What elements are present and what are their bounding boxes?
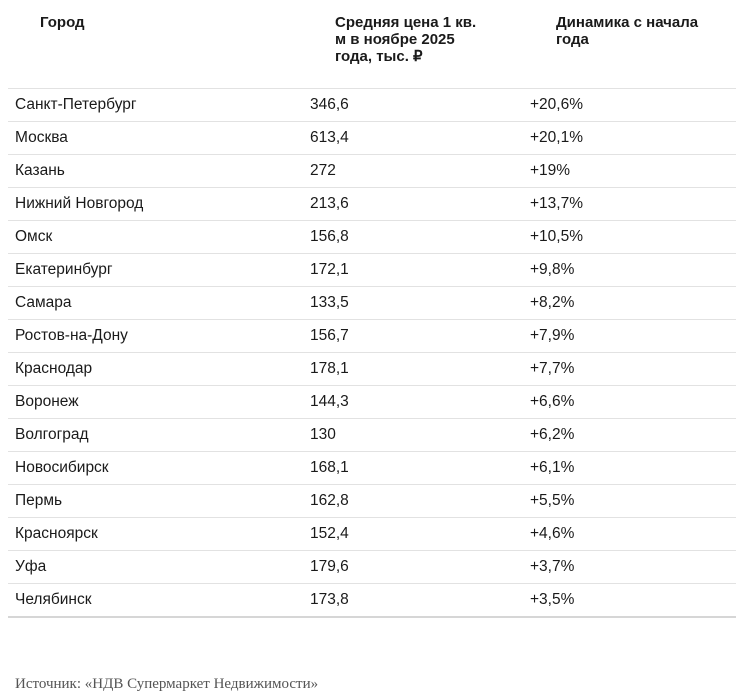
table-cell: Санкт-Петербург bbox=[15, 96, 137, 113]
table-cell: Челябинск bbox=[15, 591, 92, 608]
table-cell: 168,1 bbox=[310, 459, 349, 476]
table-cell: +13,7% bbox=[530, 195, 584, 212]
table-row: Санкт-Петербург 346,6 +20,6% bbox=[8, 89, 736, 122]
table-cell: +6,6% bbox=[530, 393, 575, 410]
table-cell: +7,9% bbox=[530, 327, 575, 344]
table-cell: +4,6% bbox=[530, 525, 575, 542]
table-row: Новосибирск 168,1 +6,1% bbox=[8, 452, 736, 485]
table-cell: 172,1 bbox=[310, 261, 349, 278]
table-cell: Казань bbox=[15, 162, 65, 179]
table-cell: 179,6 bbox=[310, 558, 349, 575]
table-cell: 272 bbox=[310, 162, 336, 179]
table-row: Воронеж 144,3 +6,6% bbox=[8, 386, 736, 419]
table-row: Омск 156,8 +10,5% bbox=[8, 221, 736, 254]
header-cell: Средняя цена 1 кв. м в ноябре 2025 года,… bbox=[335, 14, 477, 65]
table-row: Казань 272 +19% bbox=[8, 155, 736, 188]
table-cell: 152,4 bbox=[310, 525, 349, 542]
table-cell: 130 bbox=[310, 426, 336, 443]
table-cell: +6,2% bbox=[530, 426, 575, 443]
table-cell: +7,7% bbox=[530, 360, 575, 377]
table-cell: Екатеринбург bbox=[15, 261, 113, 278]
table-cell: Новосибирск bbox=[15, 459, 109, 476]
table-row: Нижний Новгород 213,6 +13,7% bbox=[8, 188, 736, 221]
table-cell: Волгоград bbox=[15, 426, 89, 443]
table-row: Екатеринбург 172,1 +9,8% bbox=[8, 254, 736, 287]
table-cell: Пермь bbox=[15, 492, 63, 509]
table-cell: +5,5% bbox=[530, 492, 575, 509]
table-cell: 133,5 bbox=[310, 294, 349, 311]
table-cell: +20,1% bbox=[530, 129, 584, 146]
table-cell: 156,8 bbox=[310, 228, 349, 245]
table-row: Краснодар 178,1 +7,7% bbox=[8, 353, 736, 386]
table-cell: +3,5% bbox=[530, 591, 575, 608]
table-row: Челябинск 173,8 +3,5% bbox=[8, 584, 736, 616]
table-cell: 162,8 bbox=[310, 492, 349, 509]
table-body: Санкт-Петербург 346,6 +20,6% Москва 613,4 +20… bbox=[8, 88, 736, 618]
table-header: Город Средняя цена 1 кв. м в ноябре 2025… bbox=[0, 14, 736, 88]
table-cell: +6,1% bbox=[530, 459, 575, 476]
table-cell: Краснодар bbox=[15, 360, 93, 377]
table-cell: 613,4 bbox=[310, 129, 349, 146]
header-cell: Город bbox=[40, 14, 85, 31]
table-row: Москва 613,4 +20,1% bbox=[8, 122, 736, 155]
table-cell: 144,3 bbox=[310, 393, 349, 410]
table-cell: Нижний Новгород bbox=[15, 195, 144, 212]
table-cell: Омск bbox=[15, 228, 53, 245]
table-cell: Воронеж bbox=[15, 393, 79, 410]
table-cell: Красноярск bbox=[15, 525, 98, 542]
table-cell: 346,6 bbox=[310, 96, 349, 113]
table-row: Пермь 162,8 +5,5% bbox=[8, 485, 736, 518]
table-row: Уфа 179,6 +3,7% bbox=[8, 551, 736, 584]
table-cell: +19% bbox=[530, 162, 571, 179]
table-cell: Уфа bbox=[15, 558, 47, 575]
table-row: Ростов-на-Дону 156,7 +7,9% bbox=[8, 320, 736, 353]
table-cell: Москва bbox=[15, 129, 68, 146]
table-cell: Самара bbox=[15, 294, 72, 311]
table-row: Волгоград 130 +6,2% bbox=[8, 419, 736, 452]
table-cell: Ростов-на-Дону bbox=[15, 327, 128, 344]
table-row: Красноярск 152,4 +4,6% bbox=[8, 518, 736, 551]
table-cell: 178,1 bbox=[310, 360, 349, 377]
table-cell: +20,6% bbox=[530, 96, 584, 113]
source-note: Источник: «НДВ Супермаркет Недвижимости» bbox=[15, 676, 319, 692]
table-cell: +3,7% bbox=[530, 558, 575, 575]
header-cell: Динамика с начала года bbox=[556, 14, 699, 48]
table-cell: 156,7 bbox=[310, 327, 349, 344]
table-cell: +8,2% bbox=[530, 294, 575, 311]
table-cell: +10,5% bbox=[530, 228, 584, 245]
table-cell: +9,8% bbox=[530, 261, 575, 278]
table-cell: 173,8 bbox=[310, 591, 349, 608]
table-row: Самара 133,5 +8,2% bbox=[8, 287, 736, 320]
table-cell: 213,6 bbox=[310, 195, 349, 212]
